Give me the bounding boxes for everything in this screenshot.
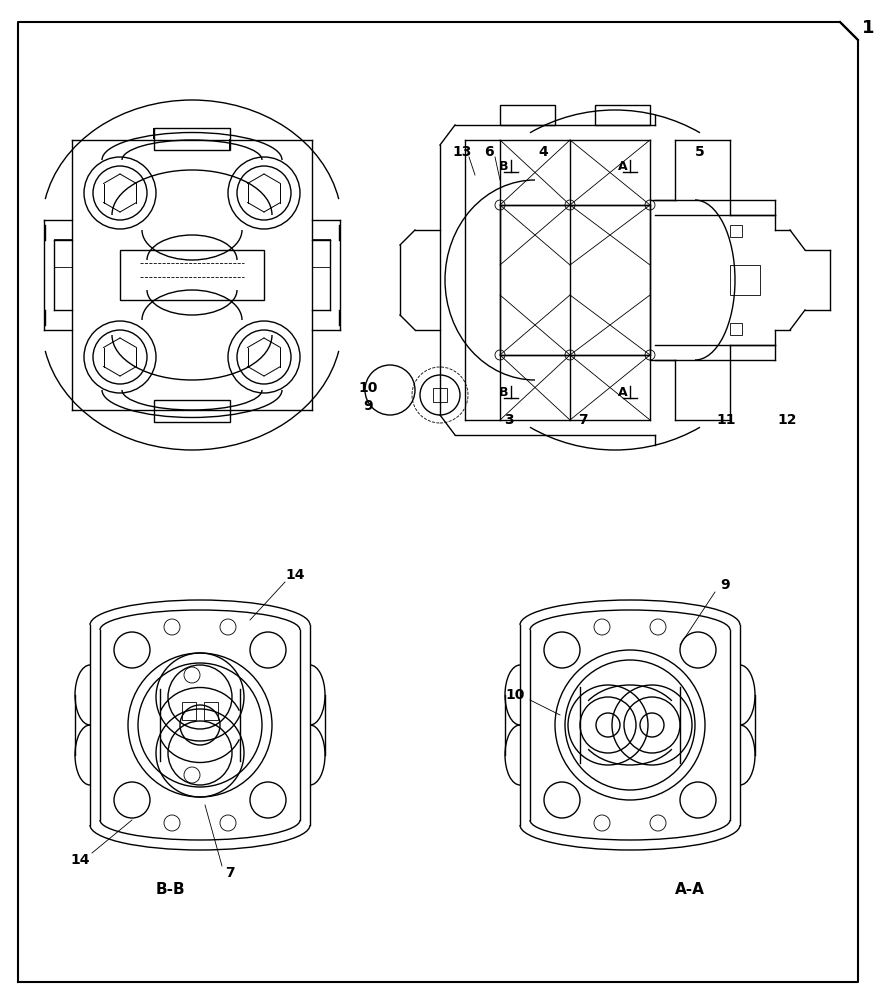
Text: 7: 7 (578, 413, 588, 427)
Bar (154, 400, 230, 422)
Text: B: B (499, 386, 509, 399)
Bar (154, 128, 230, 150)
Bar (595, 105, 650, 125)
Text: A: A (618, 160, 627, 174)
Text: 10: 10 (505, 688, 524, 702)
Bar (312, 239, 330, 267)
Text: 5: 5 (695, 145, 705, 159)
Text: 14: 14 (70, 853, 90, 867)
Bar (120, 250, 264, 300)
Text: B: B (499, 160, 509, 174)
Text: 6: 6 (484, 145, 494, 159)
Bar (730, 265, 760, 295)
Bar (204, 702, 218, 720)
Bar (500, 105, 555, 125)
Text: 9: 9 (720, 578, 730, 592)
Text: 14: 14 (285, 568, 304, 582)
Bar (730, 225, 742, 237)
Bar (182, 702, 196, 720)
Text: 3: 3 (504, 413, 514, 427)
Text: 1: 1 (862, 19, 874, 37)
Text: 13: 13 (452, 145, 472, 159)
Text: 9: 9 (363, 399, 373, 413)
Text: A: A (618, 386, 627, 399)
Text: 7: 7 (225, 866, 235, 880)
Bar (433, 388, 447, 402)
Text: 11: 11 (716, 413, 736, 427)
Text: 12: 12 (777, 413, 796, 427)
Bar (500, 205, 650, 355)
Text: B-B: B-B (155, 882, 185, 898)
Text: A-A: A-A (675, 882, 705, 898)
Bar (54, 239, 72, 267)
Text: 10: 10 (358, 381, 378, 395)
Bar (730, 323, 742, 335)
Text: 4: 4 (539, 145, 548, 159)
